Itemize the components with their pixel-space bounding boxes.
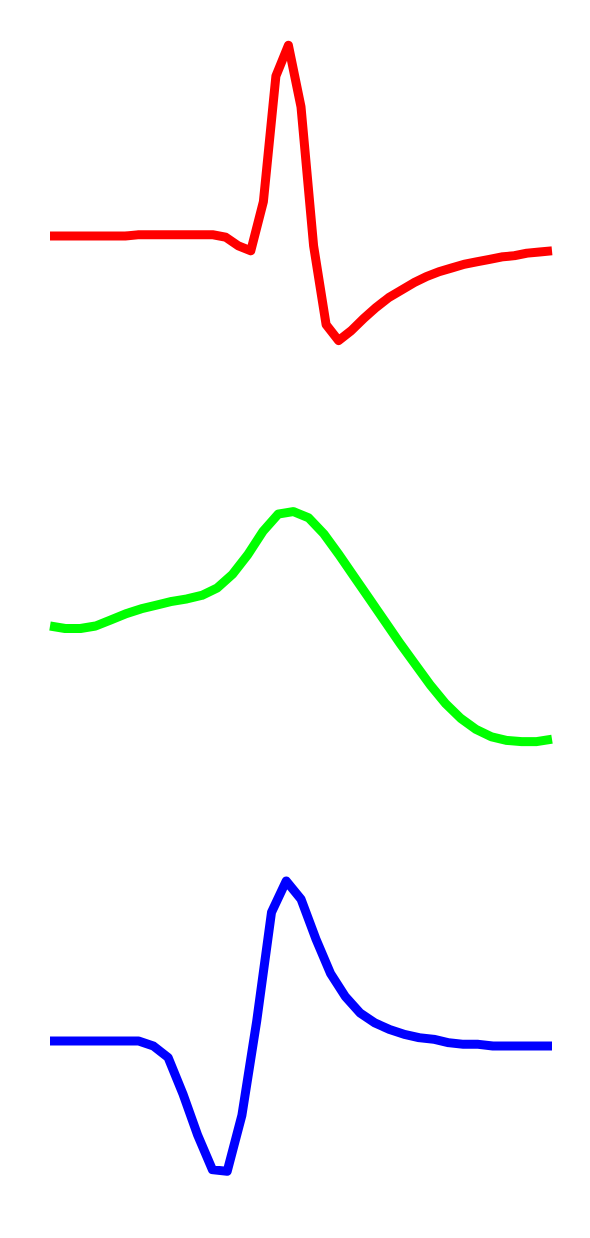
series-line-1 xyxy=(50,40,553,346)
series-line-2 xyxy=(49,507,553,747)
series-line-3 xyxy=(50,876,552,1176)
